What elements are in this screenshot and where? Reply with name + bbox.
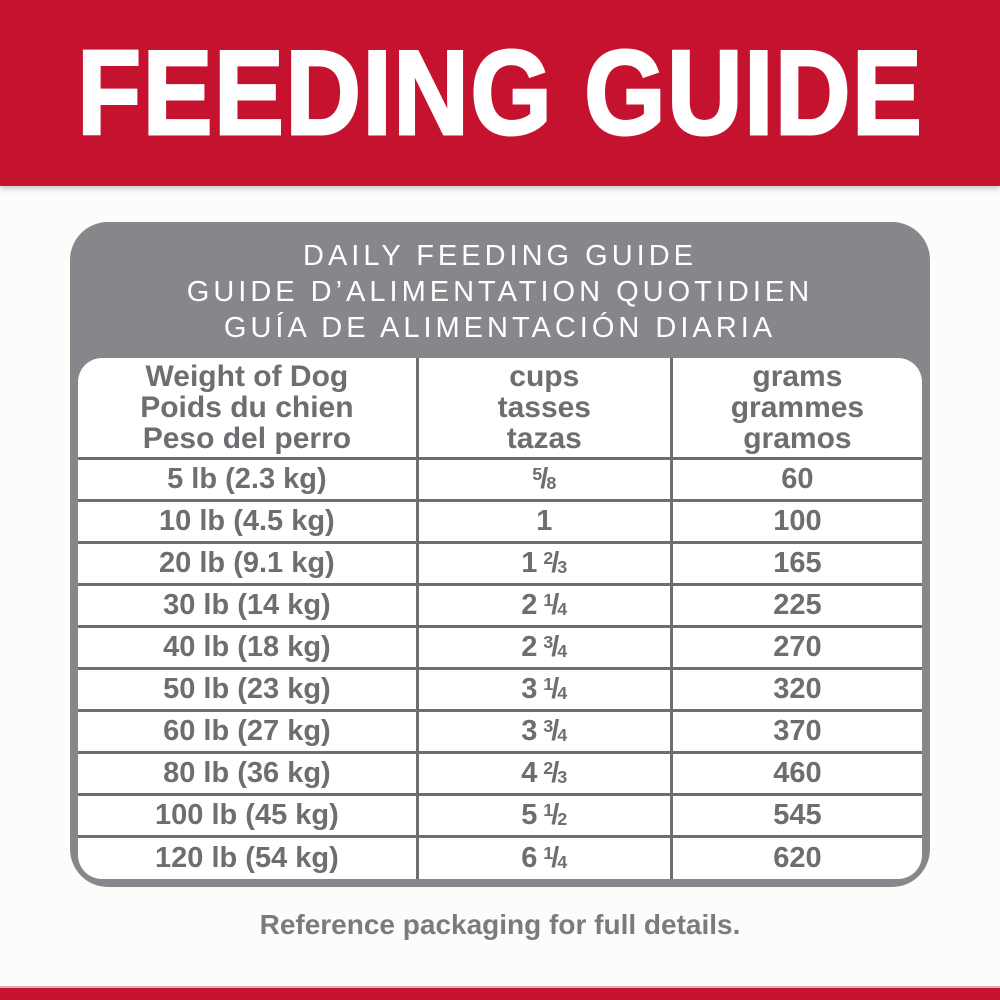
feeding-table-grid: Weight of Dog Poids du chien Peso del pe… <box>78 358 922 879</box>
col-header-grams: grams grammes gramos <box>669 358 922 460</box>
feeding-table: Weight of Dog Poids du chien Peso del pe… <box>78 358 922 879</box>
weight-cell: 10 lb (4.5 kg) <box>78 499 418 543</box>
grams-cell: 225 <box>669 583 922 627</box>
table-row: 80 lb (36 kg) 4 2/3 460 <box>78 751 922 795</box>
table-row: 20 lb (9.1 kg) 1 2/3 165 <box>78 541 922 585</box>
cups-cell: 6 1/4 <box>415 835 672 879</box>
banner-title: FEEDING GUIDE <box>76 26 924 160</box>
cups-cell: 2 3/4 <box>415 625 672 669</box>
reference-footnote: Reference packaging for full details. <box>259 908 741 940</box>
grams-cell: 320 <box>669 667 922 711</box>
grams-cell: 60 <box>669 458 922 501</box>
col-header-weight-en: Weight of Dog <box>145 360 349 393</box>
weight-cell: 30 lb (14 kg) <box>78 583 418 627</box>
weight-cell: 20 lb (9.1 kg) <box>78 541 418 585</box>
weight-cell: 50 lb (23 kg) <box>78 667 418 711</box>
feeding-guide-banner: FEEDING GUIDE <box>0 0 1000 186</box>
grams-cell: 370 <box>669 709 922 753</box>
cups-cell: 4 2/3 <box>415 751 672 795</box>
table-row: 60 lb (27 kg) 3 3/4 370 <box>78 709 922 753</box>
cups-cell: 1 <box>415 499 672 543</box>
panel-title: DAILY FEEDING GUIDE GUIDE D’ALIMENTATION… <box>78 238 922 346</box>
cups-cell: 1 2/3 <box>415 541 672 585</box>
grams-cell: 165 <box>669 541 922 585</box>
col-header-grams-es: gramos <box>743 422 852 455</box>
table-row: 5 lb (2.3 kg) 5/8 60 <box>78 458 922 501</box>
grams-cell: 100 <box>669 499 922 543</box>
panel-title-french: GUIDE D’ALIMENTATION QUOTIDIEN <box>186 276 814 308</box>
weight-cell: 80 lb (36 kg) <box>78 751 418 795</box>
cups-cell: 2 1/4 <box>415 583 672 627</box>
col-header-weight-es: Peso del perro <box>142 422 352 455</box>
cups-cell: 5 1/2 <box>415 793 672 837</box>
cups-cell: 3 3/4 <box>415 709 672 753</box>
table-row: 40 lb (18 kg) 2 3/4 270 <box>78 625 922 669</box>
col-header-cups: cups tasses tazas <box>415 358 672 460</box>
weight-cell: 60 lb (27 kg) <box>78 709 418 753</box>
weight-cell: 100 lb (45 kg) <box>78 793 418 837</box>
bottom-red-strip <box>0 986 1000 1000</box>
grams-cell: 620 <box>669 835 922 879</box>
daily-feeding-guide-panel: DAILY FEEDING GUIDE GUIDE D’ALIMENTATION… <box>70 222 930 887</box>
table-row: 10 lb (4.5 kg) 1 100 <box>78 499 922 543</box>
col-header-weight-fr: Poids du chien <box>140 391 354 424</box>
col-header-cups-en: cups <box>509 360 580 393</box>
weight-cell: 40 lb (18 kg) <box>78 625 418 669</box>
panel-title-spanish: GUÍA DE ALIMENTACIÓN DIARIA <box>223 312 777 344</box>
table-header-row: Weight of Dog Poids du chien Peso del pe… <box>78 358 922 460</box>
col-header-weight: Weight of Dog Poids du chien Peso del pe… <box>78 358 418 460</box>
col-header-cups-es: tazas <box>506 422 582 455</box>
weight-cell: 5 lb (2.3 kg) <box>167 463 327 495</box>
grams-cell: 545 <box>669 793 922 837</box>
cups-cell: 5/8 <box>415 458 672 501</box>
col-header-grams-fr: grammes <box>730 391 865 424</box>
cups-cell: 3 1/4 <box>415 667 672 711</box>
table-row: 30 lb (14 kg) 2 1/4 225 <box>78 583 922 627</box>
table-row: 100 lb (45 kg) 5 1/2 545 <box>78 793 922 837</box>
grams-cell: 270 <box>669 625 922 669</box>
panel-title-english: DAILY FEEDING GUIDE <box>303 240 697 272</box>
weight-cell: 120 lb (54 kg) <box>78 835 418 879</box>
table-row: 120 lb (54 kg) 6 1/4 620 <box>78 835 922 879</box>
col-header-cups-fr: tasses <box>497 391 591 424</box>
grams-cell: 460 <box>669 751 922 795</box>
col-header-grams-en: grams <box>752 360 843 393</box>
table-row: 50 lb (23 kg) 3 1/4 320 <box>78 667 922 711</box>
